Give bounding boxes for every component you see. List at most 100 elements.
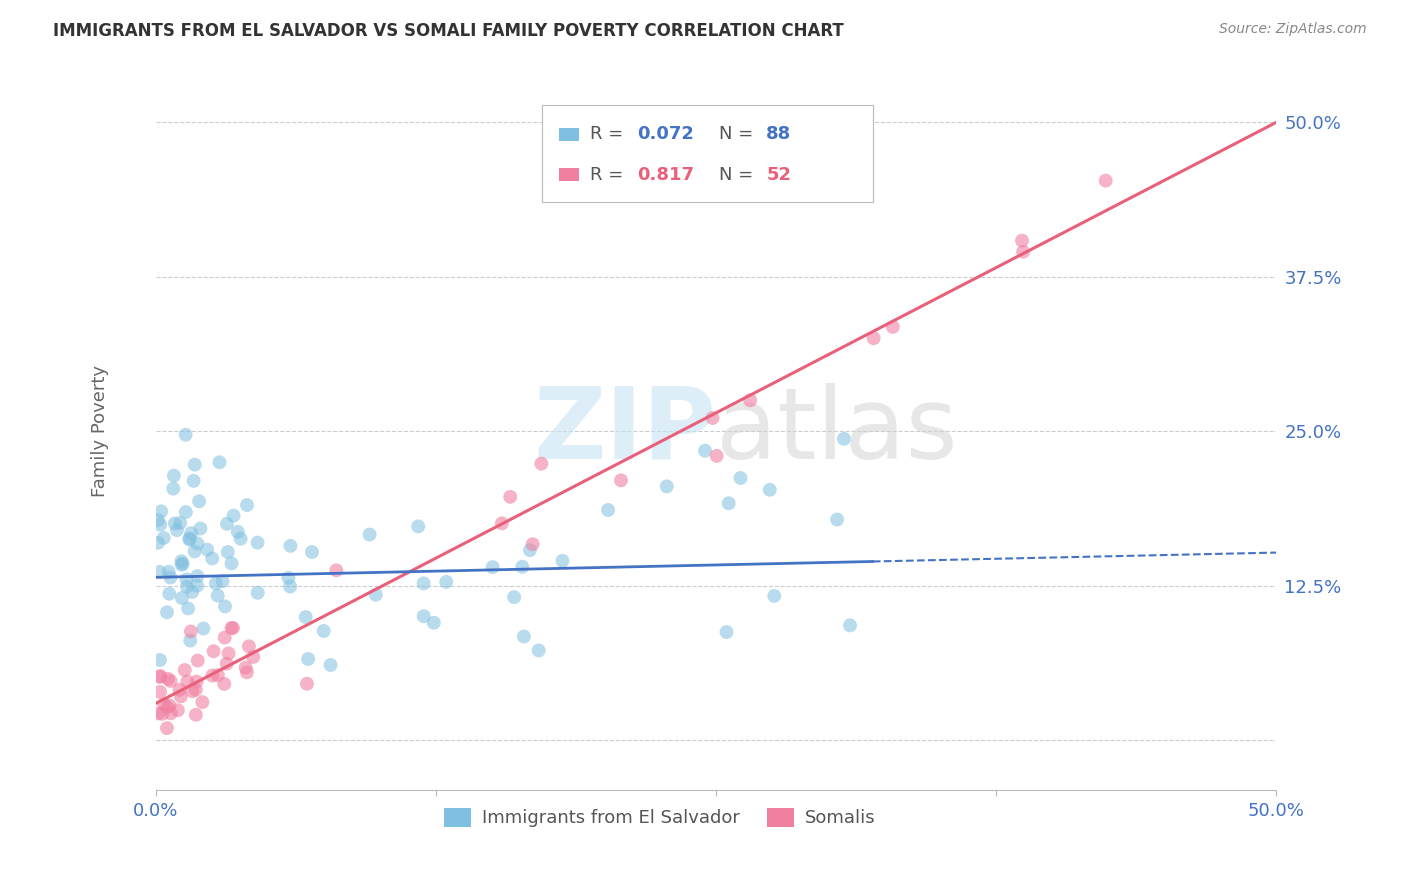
Bar (560, 169, 579, 181)
Point (204, 576, 226, 591)
Point (238, 640, 260, 654)
Point (201, 551, 224, 566)
Point (522, 537, 544, 551)
Point (174, 505, 197, 519)
Point (207, 589, 229, 603)
Point (176, 573, 198, 587)
Point (319, 658, 342, 673)
Point (174, 427, 197, 442)
Point (169, 682, 191, 697)
Point (706, 449, 728, 463)
Point (359, 527, 381, 541)
Point (1011, 234, 1033, 248)
Point (177, 601, 200, 615)
Point (201, 668, 224, 682)
Point (406, 519, 429, 533)
Point (655, 479, 678, 493)
Point (184, 707, 207, 722)
Point (481, 560, 503, 574)
Point (215, 657, 238, 671)
Point (188, 494, 211, 508)
Text: 0.072: 0.072 (637, 125, 695, 144)
Point (180, 526, 202, 541)
Text: atlas: atlas (716, 383, 957, 480)
Point (176, 580, 198, 594)
Point (149, 685, 172, 699)
Bar (560, 128, 579, 141)
Point (730, 471, 752, 485)
Point (186, 578, 208, 592)
Point (166, 523, 188, 537)
Point (503, 590, 526, 604)
Point (295, 677, 318, 691)
Point (717, 496, 740, 510)
Point (163, 516, 186, 531)
Point (170, 558, 193, 572)
Point (193, 622, 215, 636)
Point (832, 432, 855, 446)
Point (159, 698, 181, 713)
Point (1012, 244, 1035, 259)
Point (412, 609, 434, 624)
Point (740, 393, 762, 408)
Point (825, 512, 848, 526)
Point (195, 542, 218, 557)
Point (235, 660, 257, 674)
Point (513, 630, 536, 644)
Point (278, 580, 301, 594)
Point (229, 532, 252, 546)
Point (187, 654, 209, 668)
Point (162, 482, 184, 496)
Point (183, 544, 205, 558)
Point (236, 498, 259, 512)
Point (217, 545, 239, 559)
Point (169, 516, 191, 530)
Text: 88: 88 (766, 125, 792, 144)
Point (191, 695, 214, 709)
Point (149, 565, 172, 579)
Point (839, 618, 862, 632)
Point (163, 468, 186, 483)
Point (491, 516, 513, 531)
Point (716, 625, 738, 640)
Point (519, 543, 541, 558)
Point (207, 668, 229, 682)
Point (246, 586, 269, 600)
Point (222, 508, 245, 523)
Point (150, 504, 173, 518)
Text: N =: N = (720, 125, 759, 144)
Text: N =: N = (720, 166, 759, 184)
Point (763, 589, 786, 603)
Point (246, 535, 269, 549)
Point (159, 673, 181, 688)
Point (157, 587, 180, 601)
Point (149, 653, 172, 667)
Text: 0.817: 0.817 (637, 166, 695, 184)
Point (149, 517, 172, 532)
Text: 52: 52 (766, 166, 792, 184)
Point (1094, 174, 1116, 188)
Point (173, 663, 195, 677)
Point (527, 643, 550, 657)
Point (221, 621, 243, 635)
Point (179, 533, 201, 547)
Point (214, 677, 236, 691)
Point (214, 599, 236, 614)
Point (226, 524, 249, 539)
Point (214, 631, 236, 645)
Point (186, 536, 208, 550)
Point (510, 559, 533, 574)
Point (280, 539, 302, 553)
Point (423, 615, 446, 630)
Point (159, 706, 181, 721)
Point (181, 684, 204, 698)
Point (297, 652, 319, 666)
Point (156, 605, 179, 619)
Point (188, 522, 211, 536)
Point (156, 672, 179, 686)
Point (170, 591, 193, 605)
Point (184, 682, 207, 697)
Text: Source: ZipAtlas.com: Source: ZipAtlas.com (1219, 22, 1367, 37)
Point (179, 633, 201, 648)
Point (221, 557, 243, 571)
